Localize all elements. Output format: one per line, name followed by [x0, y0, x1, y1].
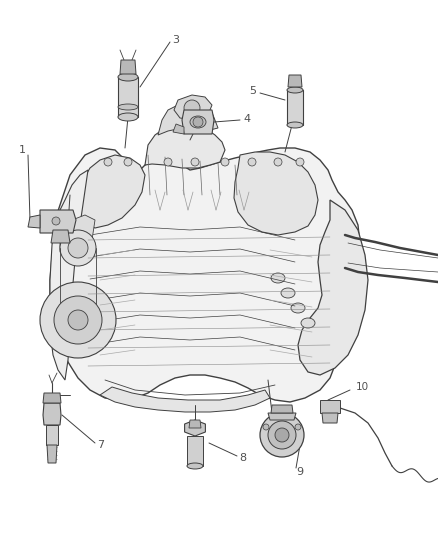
Circle shape [68, 310, 88, 330]
Polygon shape [40, 210, 76, 233]
Polygon shape [298, 200, 368, 375]
Polygon shape [234, 152, 318, 235]
Polygon shape [100, 387, 270, 412]
Polygon shape [75, 155, 145, 228]
Polygon shape [184, 420, 205, 436]
Circle shape [124, 158, 132, 166]
Circle shape [248, 158, 256, 166]
Polygon shape [43, 403, 61, 425]
Ellipse shape [118, 73, 138, 81]
Polygon shape [43, 393, 61, 403]
Polygon shape [182, 110, 214, 134]
Circle shape [268, 421, 296, 449]
Circle shape [52, 217, 60, 225]
Bar [46, 425, 58, 445]
Ellipse shape [291, 303, 305, 313]
Bar [187, 436, 203, 466]
Ellipse shape [187, 463, 203, 469]
Ellipse shape [287, 87, 303, 93]
Ellipse shape [271, 273, 285, 283]
Polygon shape [47, 445, 57, 463]
Circle shape [164, 158, 172, 166]
Text: 10: 10 [356, 382, 369, 392]
Circle shape [40, 282, 116, 358]
Circle shape [221, 158, 229, 166]
Ellipse shape [281, 288, 295, 298]
Ellipse shape [190, 116, 206, 128]
Text: 9: 9 [297, 467, 304, 477]
Polygon shape [189, 420, 201, 428]
Polygon shape [118, 77, 138, 117]
Text: 5: 5 [250, 86, 257, 96]
Circle shape [263, 424, 269, 430]
Ellipse shape [118, 113, 138, 121]
Text: 3: 3 [173, 35, 180, 45]
Polygon shape [174, 95, 212, 120]
Text: 4: 4 [244, 114, 251, 124]
Polygon shape [28, 215, 40, 228]
Text: 1: 1 [18, 145, 25, 155]
Circle shape [104, 158, 112, 166]
Polygon shape [50, 170, 88, 380]
Polygon shape [60, 215, 95, 258]
Polygon shape [145, 125, 225, 168]
Polygon shape [320, 400, 340, 413]
Circle shape [275, 428, 289, 442]
Ellipse shape [287, 122, 303, 128]
Circle shape [68, 238, 88, 258]
Circle shape [184, 100, 200, 116]
Circle shape [60, 230, 96, 266]
Circle shape [274, 158, 282, 166]
Text: 8: 8 [240, 453, 247, 463]
Circle shape [193, 117, 203, 127]
Ellipse shape [301, 318, 315, 328]
Circle shape [191, 158, 199, 166]
Polygon shape [287, 90, 303, 125]
Polygon shape [173, 124, 184, 134]
Circle shape [54, 296, 102, 344]
Circle shape [295, 424, 301, 430]
Text: 7: 7 [97, 440, 105, 450]
Circle shape [260, 413, 304, 457]
Polygon shape [268, 413, 296, 420]
Polygon shape [120, 60, 136, 74]
Polygon shape [51, 230, 70, 243]
Polygon shape [322, 413, 338, 423]
Polygon shape [271, 405, 293, 413]
Polygon shape [50, 148, 362, 402]
Polygon shape [288, 75, 302, 87]
Polygon shape [158, 103, 218, 135]
Circle shape [296, 158, 304, 166]
Ellipse shape [118, 104, 138, 110]
